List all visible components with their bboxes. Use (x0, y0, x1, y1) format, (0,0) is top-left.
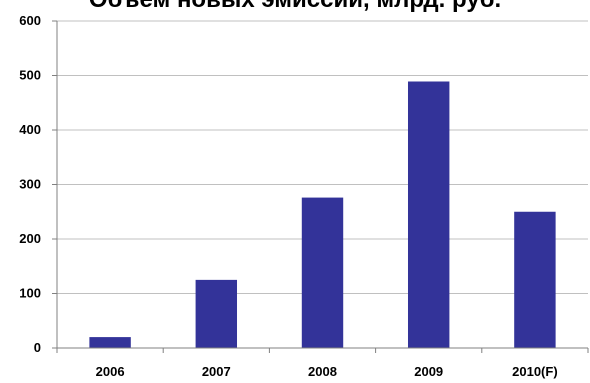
y-tick-label: 100 (19, 286, 41, 301)
y-tick-label: 600 (19, 13, 41, 28)
bar (195, 279, 238, 348)
y-tick-label: 400 (19, 122, 41, 137)
x-tick-label: 2009 (414, 364, 443, 379)
axes (52, 20, 589, 353)
y-tick-label: 0 (34, 340, 41, 355)
bars (89, 81, 556, 349)
x-tick-labels: 2006 2007 2008 2009 2010(F) (96, 364, 558, 379)
bar (514, 211, 556, 348)
y-tick-labels: 0 100 200 300 400 500 600 (19, 13, 41, 355)
x-tick-label: 2010(F) (512, 364, 558, 379)
bar (89, 337, 131, 348)
gridlines (57, 20, 588, 294)
chart-title: Объем новых эмиссий, млрд. руб. (89, 0, 501, 13)
x-tick-label: 2008 (308, 364, 337, 379)
bar (301, 197, 344, 348)
x-tick-label: 2007 (202, 364, 231, 379)
x-tick-label: 2006 (96, 364, 125, 379)
y-tick-label: 500 (19, 68, 41, 83)
bar (407, 81, 450, 349)
y-tick-label: 200 (19, 231, 41, 246)
y-tick-label: 300 (19, 177, 41, 192)
